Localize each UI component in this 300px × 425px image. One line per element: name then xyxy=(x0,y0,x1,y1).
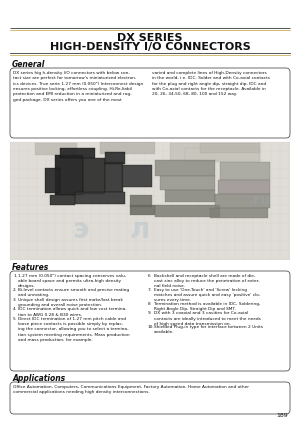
Bar xyxy=(83,158,105,194)
Text: HIGH-DENSITY I/O CONNECTORS: HIGH-DENSITY I/O CONNECTORS xyxy=(50,42,250,52)
Text: Features: Features xyxy=(12,263,49,272)
Text: 8.: 8. xyxy=(148,302,152,306)
Text: Applications: Applications xyxy=(12,374,65,383)
Bar xyxy=(100,142,155,154)
Text: 10.: 10. xyxy=(148,325,155,329)
Bar xyxy=(105,152,125,164)
Text: э: э xyxy=(72,216,88,244)
Text: Bi-level contacts ensure smooth and precise mating
and unmating.: Bi-level contacts ensure smooth and prec… xyxy=(18,288,129,297)
Text: Termination method is available in IDC, Soldering,
Right Angle Dip, Straight Dip: Termination method is available in IDC, … xyxy=(154,302,260,311)
Text: л: л xyxy=(130,216,150,244)
Bar xyxy=(55,155,83,195)
Text: Easy to use 'One-Touch' and 'Screw' locking
matches and assure quick and easy 'p: Easy to use 'One-Touch' and 'Screw' lock… xyxy=(154,288,260,302)
Text: 7.: 7. xyxy=(148,288,152,292)
Bar xyxy=(10,142,290,260)
Bar xyxy=(45,168,60,193)
Text: Backshell and receptacle shell are made of die-
cast zinc alloy to reduce the pe: Backshell and receptacle shell are made … xyxy=(154,274,260,288)
Bar xyxy=(130,205,155,215)
Text: Office Automation, Computers, Communications Equipment, Factory Automation, Home: Office Automation, Computers, Communicat… xyxy=(13,385,249,394)
Bar xyxy=(130,195,152,207)
Text: Shielded Plug-in type for interface between 2 Units
available.: Shielded Plug-in type for interface betw… xyxy=(154,325,263,334)
Bar xyxy=(215,194,270,208)
Text: DX SERIES: DX SERIES xyxy=(117,33,183,43)
Text: 5.: 5. xyxy=(13,317,17,321)
Bar xyxy=(200,143,260,153)
Text: Unique shell design assures first make/last break
grounding and overall noise pr: Unique shell design assures first make/l… xyxy=(18,298,123,307)
Bar xyxy=(155,160,215,176)
Bar xyxy=(155,205,220,217)
Text: 1.27 mm (0.050") contact spacing conserves valu-
able board space and permits ul: 1.27 mm (0.050") contact spacing conserv… xyxy=(18,274,126,288)
Text: DX series hig h-density I/O connectors with below con-
tact size are perfect for: DX series hig h-density I/O connectors w… xyxy=(13,71,143,102)
Text: General: General xyxy=(12,60,45,69)
Text: Direct IDC termination of 1.27 mm pitch cable and
loose piece contacts is possib: Direct IDC termination of 1.27 mm pitch … xyxy=(18,317,130,342)
Text: 4.: 4. xyxy=(13,307,17,312)
Bar xyxy=(60,148,95,158)
Text: IDC termination allows quick and low cost termina-
tion to AWG 0.28 & B30 wires.: IDC termination allows quick and low cos… xyxy=(18,307,127,317)
Text: 3.: 3. xyxy=(13,298,17,302)
Text: 9.: 9. xyxy=(148,312,152,315)
Bar xyxy=(122,165,152,187)
Bar xyxy=(220,162,270,180)
Text: DX with 3 coaxial and 3 cavities for Co-axial
contacts are ideally introduced to: DX with 3 coaxial and 3 cavities for Co-… xyxy=(154,312,261,326)
Bar xyxy=(75,192,125,204)
Bar xyxy=(165,190,215,202)
Text: varied and complete lines of High-Density connectors
in the world, i.e. IDC. Sol: varied and complete lines of High-Densit… xyxy=(152,71,270,96)
Text: 2.: 2. xyxy=(13,288,17,292)
Bar xyxy=(160,176,215,190)
Text: 1.: 1. xyxy=(13,274,17,278)
Bar xyxy=(35,143,77,155)
Text: 6.: 6. xyxy=(148,274,152,278)
Bar xyxy=(50,195,75,205)
Bar xyxy=(170,143,260,161)
Bar xyxy=(210,208,268,218)
Bar xyxy=(218,180,270,194)
Bar xyxy=(105,162,123,192)
Text: .ru: .ru xyxy=(249,193,271,207)
Bar xyxy=(185,148,260,162)
Text: 189: 189 xyxy=(276,413,288,418)
